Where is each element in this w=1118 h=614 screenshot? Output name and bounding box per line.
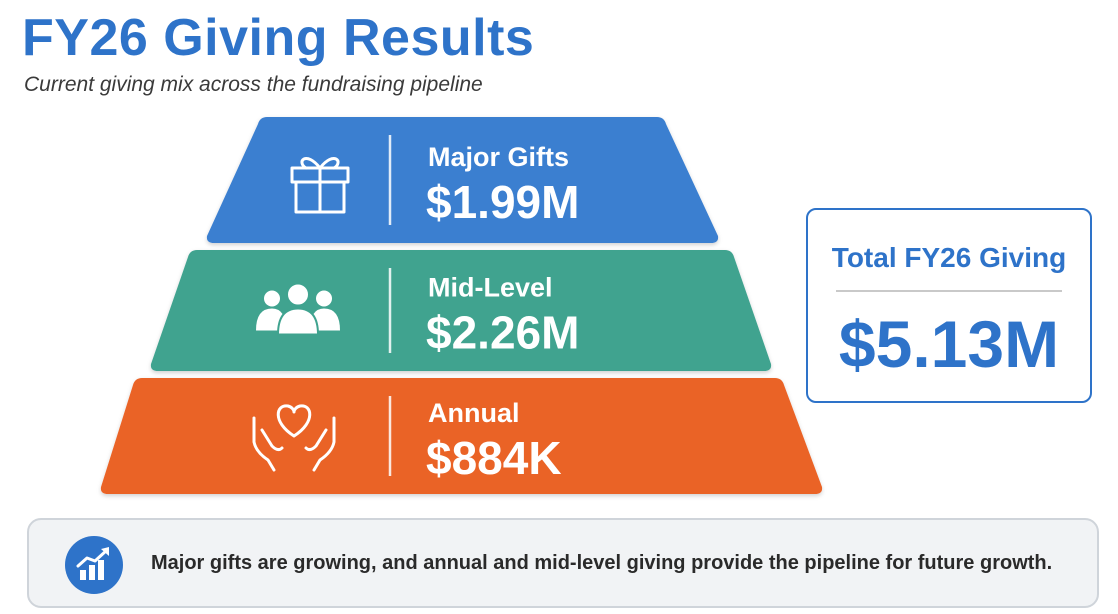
- total-giving-value: $5.13M: [838, 307, 1060, 381]
- growth-chart-icon: [65, 536, 123, 594]
- people-icon: [256, 282, 340, 336]
- total-divider: [836, 290, 1062, 292]
- tier-value: $1.99M: [426, 176, 579, 228]
- insight-text: Major gifts are growing, and annual and …: [151, 552, 1053, 574]
- tier-label: Major Gifts: [428, 142, 569, 172]
- gift-icon: [290, 157, 350, 214]
- pyramid-tier-major-gifts: Major Gifts $1.99M: [206, 117, 719, 243]
- pyramid-tier-mid-level: Mid-Level $2.26M: [150, 250, 772, 371]
- tier-label: Mid-Level: [428, 273, 553, 303]
- tier-label: Annual: [428, 398, 520, 428]
- pyramid-tier-annual: Annual $884K: [100, 378, 823, 494]
- heart-hands-icon: [252, 404, 336, 472]
- total-giving-label: Total FY26 Giving: [831, 242, 1067, 273]
- tier-value: $2.26M: [426, 307, 579, 359]
- tier-value: $884K: [426, 432, 562, 484]
- page-subtitle: Current giving mix across the fundraisin…: [24, 73, 483, 96]
- giving-pyramid-chart: Major Gifts $1.99M Mid-Level $2.26M Annual $8…: [100, 117, 823, 494]
- tier-bar: [150, 250, 772, 371]
- insight-banner: Major gifts are growing, and annual and …: [27, 518, 1099, 608]
- page-title: FY26 Giving Results: [22, 9, 535, 67]
- total-giving-card: Total FY26 Giving $5.13M: [806, 208, 1092, 403]
